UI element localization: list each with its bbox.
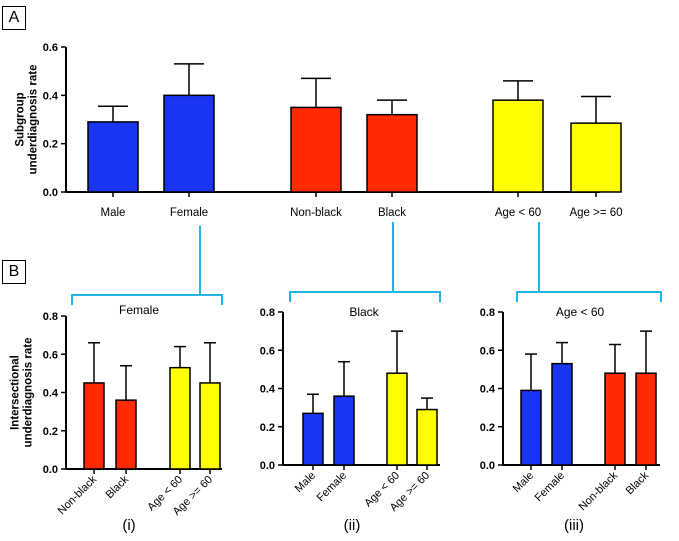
chart-ii-title: Black [349,305,379,319]
chart-a-category-label: Age >= 60 [569,207,622,219]
chart-iii-bar-female [551,362,573,466]
chart-iii-bar-male [520,389,542,466]
chart-i-bar-age-60 [199,382,221,470]
chart-a-y-tick-label: 0.6 [43,42,58,54]
chart-a-bar-non-black [290,106,342,193]
chart-i-category-label: Black [104,473,132,501]
chart-a-y-axis-label: Subgroup [15,92,27,146]
chart-ii-y-tick-label: 0.0 [260,460,275,472]
chart-i-y-axis-label: Intersectional [10,355,22,430]
chart-iii-y-tick-label: 0.6 [480,345,495,357]
chart-iii-y-tick-label: 0.2 [480,422,495,434]
chart-iii-y-tick-label: 0.0 [480,460,495,472]
panel-label-b-text: B [8,263,20,280]
chart-i-y-axis-label: underdiagnosis rate [23,338,35,448]
panel-label-b: B [2,260,26,284]
chart-a-bar-age-60 [570,122,622,193]
chart-iii-category-label: Black [624,469,652,497]
chart-a-bar-age-60 [492,99,544,193]
chart-i-y-tick-label: 0.4 [43,388,59,400]
chart-i-y-tick-label: 0.6 [43,349,58,361]
panel-label-a-text: A [8,9,20,26]
chart-a-bar-female [163,94,215,193]
chart-i-bar-non-black [83,382,105,470]
chart-ii-y-tick-label: 0.2 [260,422,275,434]
chart-a-y-tick-label: 0.2 [43,139,58,151]
chart-iii-y-tick-label: 0.8 [480,307,495,319]
chart-a-y-tick-label: 0.0 [43,187,58,199]
chart-a-y-axis-label: underdiagnosis rate [28,65,40,175]
chart-a-category-label: Non-black [290,207,342,219]
chart-iii-y-tick-label: 0.4 [480,384,496,396]
chart-i-bracket [71,294,223,305]
chart-a-category-label: Age < 60 [495,207,541,219]
chart-i-caption: (i) [122,517,135,534]
panel-label-a: A [2,6,26,30]
chart-a-y-tick-label: 0.4 [43,90,59,102]
chart-i-category-label: Non-black [56,473,100,517]
chart-iii-category-label: Male [511,470,536,495]
chart-iii-bar-black [635,372,657,466]
chart-ii-bracket [289,291,441,302]
chart-a-bar-male [87,121,139,193]
chart-iii-category-label: Non-black [577,469,621,513]
chart-ii-bar-age-60 [386,372,408,466]
chart-a-bar-black [366,113,418,193]
chart-ii-caption: (ii) [344,517,361,534]
chart-i-y-tick-label: 0.2 [43,426,58,438]
chart-iii-title: Age < 60 [556,305,605,319]
chart-a-category-label: Black [378,207,406,219]
chart-a-category-label: Female [170,207,208,219]
chart-i-title: Female [119,303,159,317]
chart-iii-caption: (iii) [564,517,584,534]
chart-ii-category-label: Male [293,470,318,495]
chart-i-y-tick-label: 0.8 [43,311,58,323]
chart-ii-category-label: Female [315,470,349,504]
chart-iii-bracket [516,291,662,302]
chart-ii-bar-age-60 [416,408,438,466]
chart-iii-bar-non-black [604,372,626,466]
chart-ii-y-tick-label: 0.8 [260,307,275,319]
chart-i-bar-black [115,399,137,470]
chart-i-y-tick-label: 0.0 [43,464,58,476]
chart-ii-y-tick-label: 0.4 [260,384,276,396]
chart-ii-y-tick-label: 0.6 [260,345,275,357]
chart-ii-bar-male [302,412,324,466]
chart-a-category-label: Male [101,207,126,219]
chart-iii-category-label: Female [533,470,567,504]
chart-i-bar-age-60 [169,366,191,470]
chart-ii-bar-female [333,395,355,466]
